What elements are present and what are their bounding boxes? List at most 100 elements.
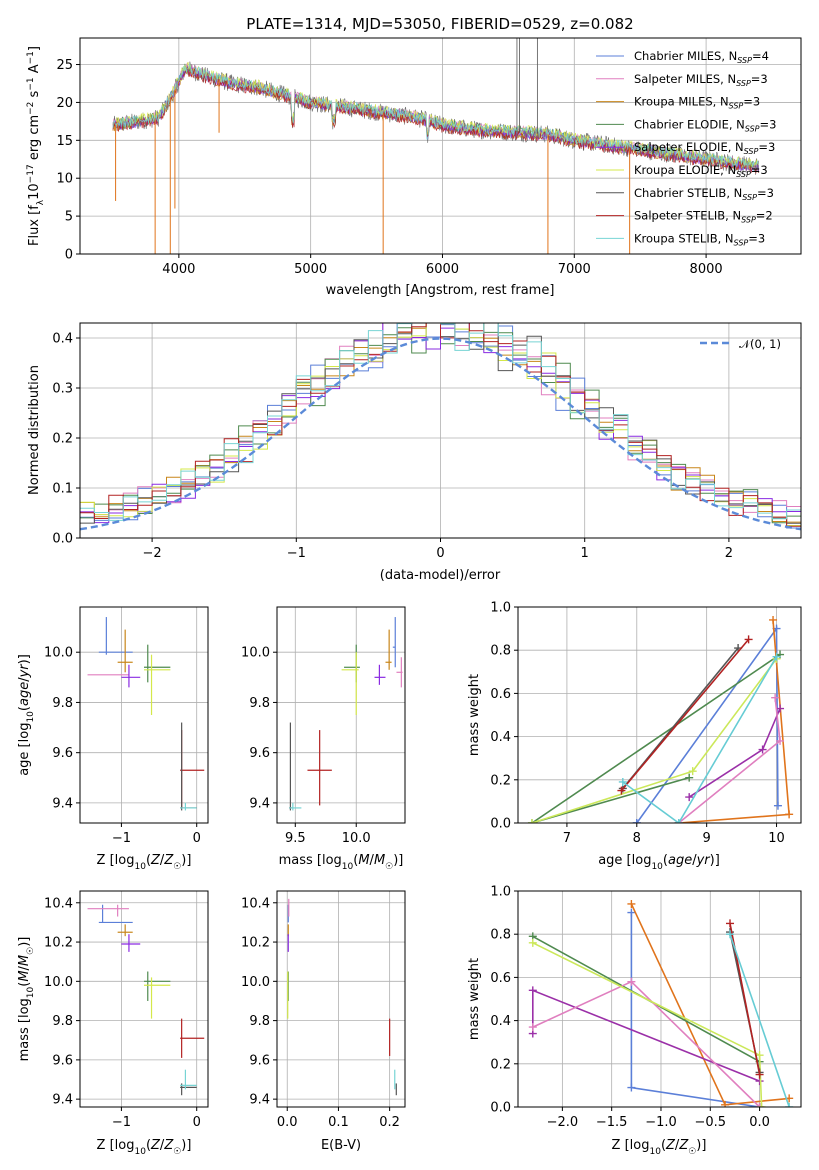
y-tick-label: 9.4 <box>52 796 73 811</box>
y-tick-label: 5 <box>65 210 73 225</box>
y-tick-label: 20 <box>56 96 73 111</box>
label-part: 10 <box>134 1147 146 1157</box>
label-part: λ <box>36 199 46 205</box>
y-tick-label: 15 <box>56 134 73 149</box>
legend-label-part: Chabrier ELODIE, N <box>634 117 745 131</box>
mass-weight-line <box>531 653 781 823</box>
x-tick-label: −0.5 <box>694 1115 726 1130</box>
legend-label-part: Kroupa STELIB, N <box>634 231 734 245</box>
axes-frame <box>276 606 406 824</box>
label-part: ☉ <box>688 1147 696 1157</box>
x-axis-label: wavelength [Angstrom, rest frame] <box>326 283 555 298</box>
mass-weight-marker <box>527 819 536 823</box>
x-tick-label: 10 <box>768 831 785 846</box>
x-tick-label: −1 <box>287 546 306 561</box>
y-tick-label: 0.6 <box>490 687 511 702</box>
label-part: ( <box>661 1138 666 1153</box>
legend-label: Chabrier MILES, NSSP=4 <box>634 49 769 65</box>
y-tick-label: 0.1 <box>52 482 73 497</box>
plot-area <box>527 615 794 823</box>
x-axis-label: Z [log10(Z/Z☉)] <box>612 1138 707 1157</box>
label-part: / <box>692 853 697 868</box>
y-tick-label: 9.6 <box>249 1053 270 1068</box>
label-part: / <box>675 1138 680 1153</box>
panel-spectrum: 4000 5000 6000 7000 8000 0 5 10 15 20 25 Chabrier M… <box>26 37 802 298</box>
y-tick-label: 0.4 <box>490 1014 511 1029</box>
x-tick-label: 0.0 <box>277 1115 298 1130</box>
label-part: ☉ <box>173 862 181 872</box>
y-axis-label: mass [log10(M/M☉)] <box>17 937 36 1062</box>
mass-weight-marker <box>627 908 636 917</box>
mass-weight-line <box>532 989 760 1082</box>
label-part: ☉ <box>173 1147 181 1157</box>
legend-label: Salpeter ELODIE, NSSP=3 <box>634 140 775 156</box>
figure-title: PLATE=1314, MJD=53050, FIBERID=0529, z=0… <box>246 15 633 33</box>
label-part: / <box>160 1138 165 1153</box>
plot-area <box>112 38 760 254</box>
gaussian-curve <box>80 337 801 531</box>
plot-area <box>87 617 205 811</box>
label-part: −1 <box>26 77 36 90</box>
y-tick-label: 10.4 <box>241 896 270 911</box>
axes-frame <box>517 606 802 824</box>
label-part: M <box>17 955 32 966</box>
mass-weight-marker <box>726 930 735 939</box>
label-part: Z <box>665 1138 676 1153</box>
mass-weight-line <box>678 697 781 823</box>
panel-age-vs-z: −1 09.49.69.810.0Z [log10(Z/Z☉)]age [log1… <box>17 606 209 872</box>
x-tick-label: 0.2 <box>379 1115 400 1130</box>
label-part: M <box>374 853 385 868</box>
histogram-step <box>80 323 801 527</box>
label-part: A <box>27 64 42 77</box>
x-tick-label: −2.0 <box>547 1115 579 1130</box>
legend-label-part: Chabrier MILES, N <box>634 49 737 63</box>
mass-weight-marker <box>772 652 781 661</box>
label-part: ( <box>663 853 668 868</box>
mass-weight-marker <box>685 793 694 802</box>
x-tick-label: 6000 <box>426 262 459 277</box>
label-part: ( <box>146 1138 151 1153</box>
histogram-step <box>80 323 801 520</box>
label-part: Z [log <box>97 853 135 868</box>
y-tick-label: 10.2 <box>44 936 73 951</box>
legend-label-part: =3 <box>758 140 775 154</box>
label-part: 10 <box>26 986 36 998</box>
y-axis-label: age [log10(age/yr)] <box>17 654 36 776</box>
panel-residuals: −2 −1 0 1 2 0.0 0.1 0.2 0.3 0.4 𝒩(0, 1) (data-model… <box>27 322 802 583</box>
label-part: Z <box>150 853 161 868</box>
y-tick-label: 10.0 <box>44 975 73 990</box>
y-tick-label: 1.0 <box>490 885 511 900</box>
y-axis-label: Normed distribution <box>27 365 42 495</box>
label-part: age [log <box>17 723 32 776</box>
y-axis-label: Flux [fλ10−17 erg cm−2 s−1 A−1] <box>26 46 46 246</box>
label-part: )] <box>181 1138 191 1153</box>
y-tick-label: 9.8 <box>52 696 73 711</box>
x-tick-label: −1.0 <box>645 1115 677 1130</box>
mass-weight-marker <box>627 1083 636 1092</box>
label-part: )] <box>17 937 32 947</box>
mass-weight-marker <box>632 819 641 823</box>
label-part: Z [log <box>612 1138 650 1153</box>
axes-frame <box>276 890 406 1108</box>
label-part: )] <box>393 853 403 868</box>
legend-label-part: SSP <box>741 216 756 225</box>
legend-label: Chabrier ELODIE, NSSP=3 <box>634 117 776 133</box>
y-tick-label: 0.8 <box>490 644 511 659</box>
label-part: ( <box>17 706 32 711</box>
mass-weight-line <box>622 656 778 823</box>
mass-weight-line <box>620 638 750 792</box>
y-tick-label: 0.0 <box>52 532 73 547</box>
mass-weight-marker <box>617 786 626 795</box>
mass-weight-marker <box>528 938 537 947</box>
label-part: age <box>668 853 692 868</box>
label-part: −1 <box>26 51 36 64</box>
mass-weight-marker <box>688 767 697 776</box>
mass-weight-line <box>532 942 763 1107</box>
legend-label-part: =2 <box>756 209 773 223</box>
label-part: Flux [f <box>27 205 42 246</box>
label-part: ( <box>353 853 358 868</box>
mass-weight-line <box>729 933 790 1107</box>
axes-frame <box>79 890 209 1108</box>
legend-label-part: =3 <box>757 186 774 200</box>
